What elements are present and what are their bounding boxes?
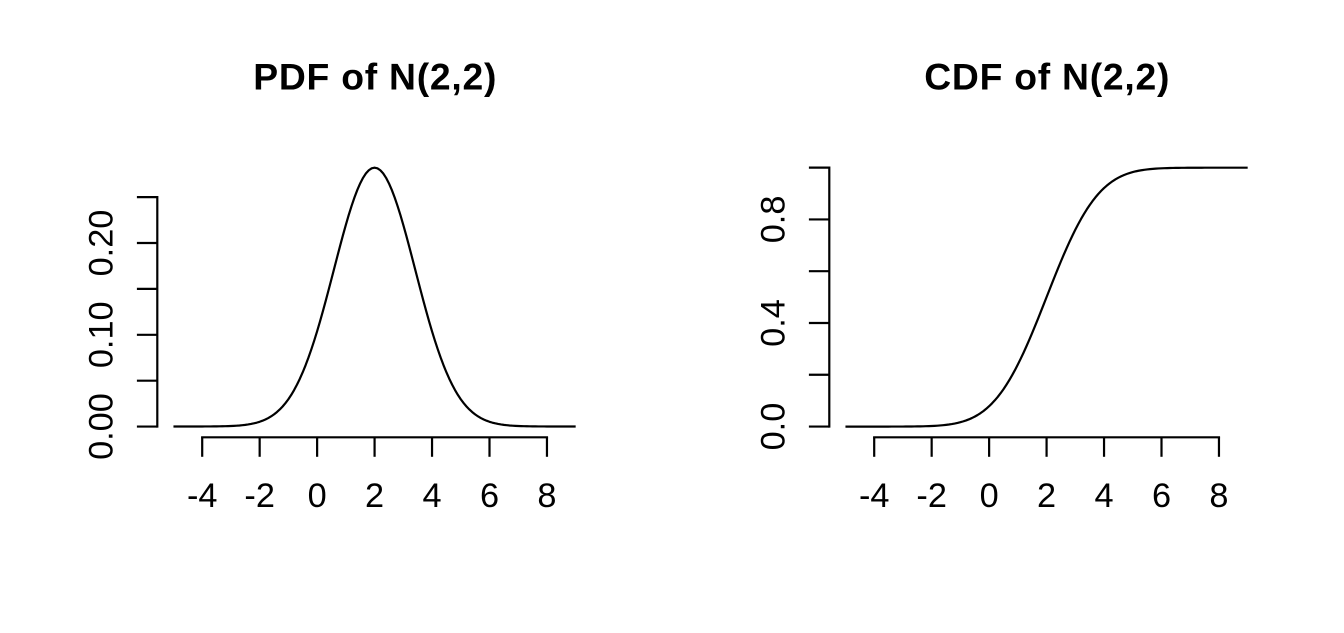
svg-text:8: 8 xyxy=(537,477,556,515)
svg-text:-4: -4 xyxy=(187,477,218,515)
svg-text:-2: -2 xyxy=(244,477,275,515)
svg-text:PDF of N(2,2): PDF of N(2,2) xyxy=(253,56,497,98)
svg-text:2: 2 xyxy=(365,477,384,515)
svg-text:0.00: 0.00 xyxy=(83,393,121,460)
svg-text:6: 6 xyxy=(480,477,499,515)
svg-text:0.4: 0.4 xyxy=(755,299,793,347)
svg-text:6: 6 xyxy=(1152,477,1171,515)
svg-text:8: 8 xyxy=(1209,477,1228,515)
svg-text:4: 4 xyxy=(1095,477,1114,515)
svg-text:4: 4 xyxy=(423,477,442,515)
svg-text:0.8: 0.8 xyxy=(755,196,793,244)
svg-text:CDF of N(2,2): CDF of N(2,2) xyxy=(924,56,1170,98)
svg-text:0.10: 0.10 xyxy=(83,301,121,368)
svg-text:0.20: 0.20 xyxy=(83,210,121,277)
svg-text:-2: -2 xyxy=(916,477,947,515)
svg-text:0.0: 0.0 xyxy=(755,403,793,451)
svg-text:-4: -4 xyxy=(859,477,890,515)
svg-text:2: 2 xyxy=(1037,477,1056,515)
svg-text:0: 0 xyxy=(308,477,327,515)
svg-text:0: 0 xyxy=(980,477,999,515)
